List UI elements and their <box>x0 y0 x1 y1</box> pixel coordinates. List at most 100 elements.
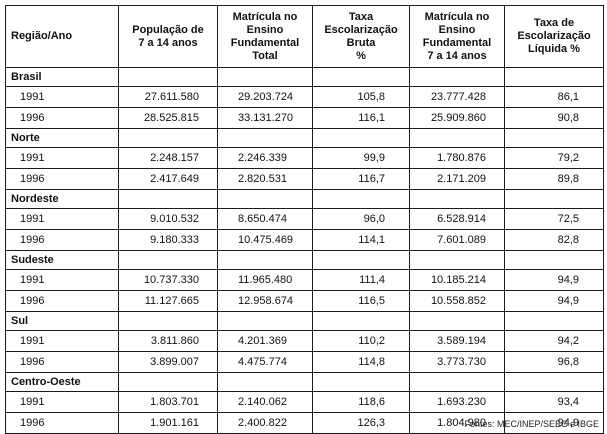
enrollment-total-cell: 2.246.339 <box>217 147 313 169</box>
net-rate-cell: 96,8 <box>504 351 604 373</box>
enrollment-total-cell: 33.131.270 <box>217 107 313 129</box>
population-cell: 9.180.333 <box>118 229 218 251</box>
enrollment-7-14-cell: 1.693.230 <box>409 391 505 413</box>
enrollment-total-cell: 4.201.369 <box>217 330 313 352</box>
gross-rate-cell: 116,7 <box>312 168 410 190</box>
year-cell: 1996 <box>5 229 119 251</box>
enrollment-total-cell: 2.140.062 <box>217 391 313 413</box>
source-note: Fontes: MEC/INEP/SEEC e IBGE <box>464 419 599 429</box>
population-cell: 2.248.157 <box>118 147 218 169</box>
net-rate-cell: 94,2 <box>504 330 604 352</box>
region-row: Norte <box>5 128 604 148</box>
education-stats-table: Região/Ano População de 7 a 14 anos Matr… <box>5 5 604 434</box>
empty-cell <box>312 128 410 148</box>
empty-cell <box>217 250 313 270</box>
table-row: 1996 2.417.649 2.820.531 116,7 2.171.209 89,8 <box>5 168 604 190</box>
empty-cell <box>312 311 410 331</box>
enrollment-total-cell: 4.475.774 <box>217 351 313 373</box>
empty-cell <box>409 189 505 209</box>
table-row: 1996 28.525.815 33.131.270 116,1 25.909.860 9… <box>5 107 604 129</box>
gross-rate-cell: 96,0 <box>312 208 410 230</box>
empty-cell <box>118 250 218 270</box>
table-row: 1996 9.180.333 10.475.469 114,1 7.601.089 82,… <box>5 229 604 251</box>
empty-cell <box>312 189 410 209</box>
gross-rate-cell: 105,8 <box>312 86 410 108</box>
table-row: 1996 11.127.665 12.958.674 116,5 10.558.852 9… <box>5 290 604 312</box>
population-cell: 1.803.701 <box>118 391 218 413</box>
table-row: 1991 10.737.330 11.965.480 111,4 10.185.214 9… <box>5 269 604 291</box>
year-cell: 1991 <box>5 86 119 108</box>
region-name: Sul <box>5 311 119 331</box>
net-rate-cell: 89,8 <box>504 168 604 190</box>
year-cell: 1996 <box>5 290 119 312</box>
net-rate-cell: 93,4 <box>504 391 604 413</box>
enrollment-7-14-cell: 23.777.428 <box>409 86 505 108</box>
population-cell: 11.127.665 <box>118 290 218 312</box>
enrollment-7-14-cell: 3.589.194 <box>409 330 505 352</box>
empty-cell <box>118 372 218 392</box>
year-cell: 1991 <box>5 330 119 352</box>
enrollment-7-14-cell: 25.909.860 <box>409 107 505 129</box>
empty-cell <box>217 128 313 148</box>
enrollment-7-14-cell: 7.601.089 <box>409 229 505 251</box>
empty-cell <box>118 128 218 148</box>
header-population: População de 7 a 14 anos <box>118 5 218 68</box>
gross-rate-cell: 99,9 <box>312 147 410 169</box>
table-body: Brasil 1991 27.611.580 29.203.724 105,8 23.77… <box>5 67 604 434</box>
enrollment-total-cell: 11.965.480 <box>217 269 313 291</box>
empty-cell <box>217 311 313 331</box>
region-row: Centro-Oeste <box>5 372 604 392</box>
population-cell: 3.899.007 <box>118 351 218 373</box>
enrollment-total-cell: 2.400.822 <box>217 412 313 434</box>
region-name: Sudeste <box>5 250 119 270</box>
net-rate-cell: 82,8 <box>504 229 604 251</box>
region-name: Norte <box>5 128 119 148</box>
net-rate-cell: 86,1 <box>504 86 604 108</box>
empty-cell <box>118 67 218 87</box>
net-rate-cell: 72,5 <box>504 208 604 230</box>
table-row: 1991 2.248.157 2.246.339 99,9 1.780.876 79,2 <box>5 147 604 169</box>
year-cell: 1991 <box>5 269 119 291</box>
header-row: Região/Ano População de 7 a 14 anos Matr… <box>5 5 604 68</box>
header-enrollment-7-14: Matrícula no Ensino Fundamental 7 a 14 a… <box>409 5 505 68</box>
empty-cell <box>118 311 218 331</box>
enrollment-7-14-cell: 1.804.980 <box>409 412 505 434</box>
enrollment-7-14-cell: 2.171.209 <box>409 168 505 190</box>
table-row: 1991 1.803.701 2.140.062 118,6 1.693.230 93,4 <box>5 391 604 413</box>
year-cell: 1996 <box>5 351 119 373</box>
header-gross-rate: Taxa Escolarização Bruta % <box>312 5 410 68</box>
empty-cell <box>409 372 505 392</box>
gross-rate-cell: 116,5 <box>312 290 410 312</box>
empty-cell <box>409 250 505 270</box>
table-row: 1991 9.010.532 8.650.474 96,0 6.528.914 72,5 <box>5 208 604 230</box>
gross-rate-cell: 116,1 <box>312 107 410 129</box>
empty-cell <box>504 128 604 148</box>
enrollment-total-cell: 12.958.674 <box>217 290 313 312</box>
region-row: Sudeste <box>5 250 604 270</box>
enrollment-7-14-cell: 10.185.214 <box>409 269 505 291</box>
enrollment-total-cell: 2.820.531 <box>217 168 313 190</box>
empty-cell <box>504 311 604 331</box>
net-rate-cell: 79,2 <box>504 147 604 169</box>
gross-rate-cell: 126,3 <box>312 412 410 434</box>
region-row: Nordeste <box>5 189 604 209</box>
gross-rate-cell: 114,1 <box>312 229 410 251</box>
population-cell: 9.010.532 <box>118 208 218 230</box>
enrollment-total-cell: 29.203.724 <box>217 86 313 108</box>
year-cell: 1996 <box>5 412 119 434</box>
empty-cell <box>504 250 604 270</box>
population-cell: 2.417.649 <box>118 168 218 190</box>
year-cell: 1991 <box>5 391 119 413</box>
empty-cell <box>312 67 410 87</box>
region-name: Centro-Oeste <box>5 372 119 392</box>
enrollment-total-cell: 8.650.474 <box>217 208 313 230</box>
population-cell: 28.525.815 <box>118 107 218 129</box>
enrollment-7-14-cell: 3.773.730 <box>409 351 505 373</box>
enrollment-7-14-cell: 1.780.876 <box>409 147 505 169</box>
net-rate-cell: 94,9 <box>504 412 604 434</box>
empty-cell <box>118 189 218 209</box>
net-rate-cell: 94,9 <box>504 269 604 291</box>
region-row: Brasil <box>5 67 604 87</box>
empty-cell <box>409 128 505 148</box>
empty-cell <box>217 372 313 392</box>
